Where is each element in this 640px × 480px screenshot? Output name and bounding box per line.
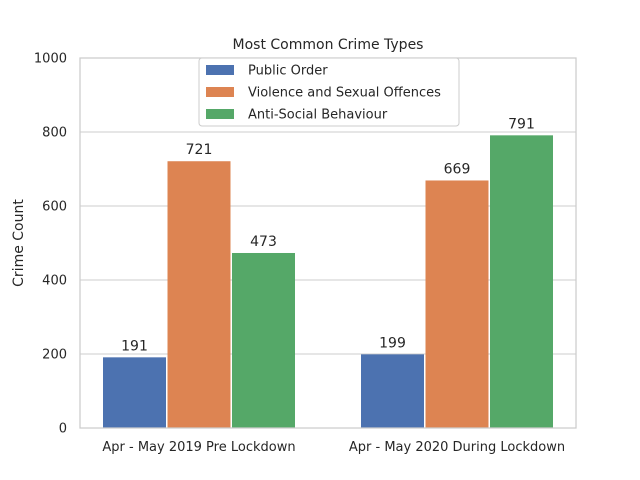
y-tick-label: 400	[42, 274, 67, 289]
y-tick-label: 0	[59, 422, 67, 437]
y-tick-labels: 0 200 400 600 800 1000	[34, 52, 67, 437]
bar-value-label: 721	[186, 142, 213, 158]
legend-swatch	[206, 109, 234, 119]
bar-value-label: 473	[250, 234, 277, 250]
y-tick-label: 800	[42, 126, 67, 141]
bar-public-order	[103, 357, 166, 428]
bar-violence-and-sexual-offences	[167, 161, 231, 429]
y-tick-label: 1000	[34, 52, 67, 67]
bar-value-labels: 191 721 473 199 669 791	[121, 116, 535, 354]
chart-title: Most Common Crime Types	[233, 37, 424, 53]
y-tick-label: 600	[42, 200, 67, 215]
legend-entry: Violence and Sexual Offences	[248, 86, 441, 101]
legend-frame	[198, 57, 460, 127]
bar-value-label: 191	[121, 338, 148, 354]
x-tick-label: Apr - May 2019 Pre Lockdown	[102, 440, 295, 455]
bar-value-label: 791	[508, 116, 535, 132]
bar-value-label: 669	[444, 161, 471, 177]
y-tick-label: 200	[42, 348, 67, 363]
x-tick-labels: Apr - May 2019 Pre Lockdown Apr - May 202…	[102, 440, 565, 455]
bar-public-order	[361, 354, 424, 428]
bar-value-label: 199	[379, 335, 406, 351]
bar-anti-social-behaviour	[232, 252, 295, 428]
legend-swatch	[206, 87, 234, 97]
legend: Public Order Violence and Sexual Offences…	[198, 57, 460, 127]
bar-anti-social-behaviour	[490, 135, 553, 428]
legend-entry: Anti-Social Behaviour	[248, 108, 388, 123]
legend-swatch	[206, 65, 234, 75]
bars	[103, 135, 553, 429]
legend-entry: Public Order	[248, 64, 328, 79]
x-tick-label: Apr - May 2020 During Lockdown	[349, 440, 565, 455]
y-axis-label: Crime Count	[11, 199, 27, 287]
bar-violence-and-sexual-offences	[425, 180, 489, 428]
